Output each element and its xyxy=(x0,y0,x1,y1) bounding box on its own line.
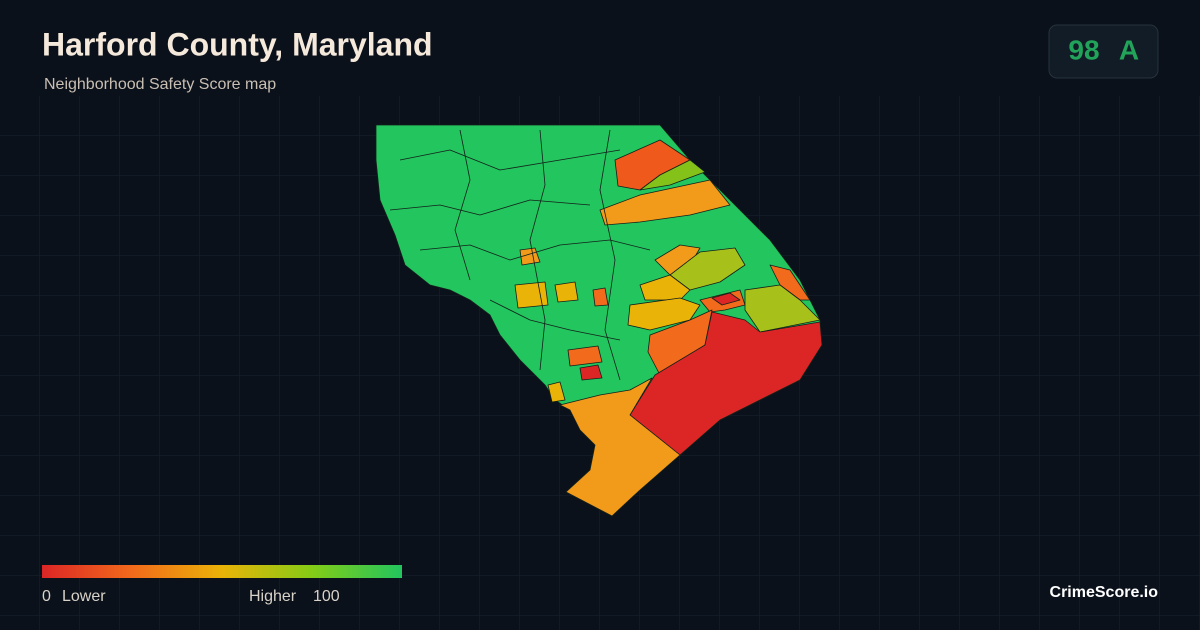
boundary xyxy=(489,299,621,341)
title: Harford County, Maryland xyxy=(42,26,433,62)
region xyxy=(567,345,603,367)
region xyxy=(579,364,603,381)
boundary xyxy=(389,199,591,216)
legend-max-label: Higher xyxy=(249,588,297,605)
subtitle: Neighborhood Safety Score map xyxy=(44,76,276,93)
boundary xyxy=(399,149,621,171)
region xyxy=(592,287,609,307)
region xyxy=(629,311,823,456)
legend-scale xyxy=(42,565,402,578)
region xyxy=(711,292,741,306)
boundary xyxy=(454,129,471,281)
region xyxy=(769,264,811,301)
score-grade: A xyxy=(1119,34,1139,65)
boundary xyxy=(529,129,546,371)
legend-min-label: Lower xyxy=(62,588,106,605)
boundary xyxy=(599,129,621,381)
region xyxy=(554,281,579,303)
score-box xyxy=(1048,24,1159,79)
region xyxy=(744,284,821,333)
region xyxy=(514,281,549,309)
legend-max: 100 xyxy=(313,588,340,605)
region xyxy=(639,159,706,191)
region xyxy=(639,274,691,301)
score-value: 98 xyxy=(1068,34,1099,65)
boundary xyxy=(419,239,651,261)
region xyxy=(599,179,731,226)
brand: CrimeScore.io xyxy=(1050,584,1159,601)
region xyxy=(559,377,681,517)
legend-min: 0 xyxy=(42,588,51,605)
county-map xyxy=(375,124,823,517)
region xyxy=(547,381,566,403)
